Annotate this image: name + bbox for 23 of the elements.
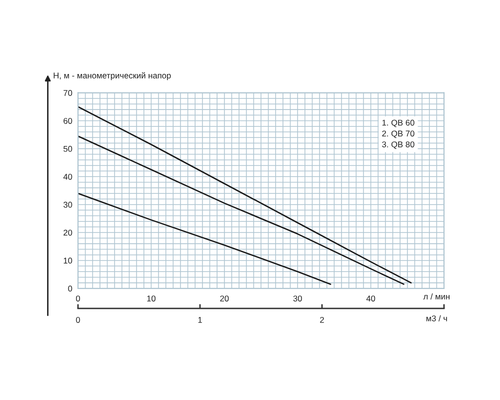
y-tick-label: 50	[64, 146, 72, 152]
line-series	[78, 192, 332, 285]
annotation: 2. QB 70	[382, 130, 414, 138]
x-tick-label: 40	[366, 296, 376, 302]
y-tick-label: 40	[63, 174, 72, 180]
y-tick-label: 60	[64, 118, 72, 124]
x-tick-label: 20	[220, 296, 229, 302]
y-tick-label: 0	[68, 286, 72, 292]
x-axis-title: л / мин	[423, 293, 450, 300]
annotation: 1. QB 60	[382, 120, 414, 128]
x2-axis-title: м3 / ч	[426, 315, 447, 322]
y-tick-label: 70	[64, 90, 72, 96]
x2-tick-label: 0	[76, 316, 80, 323]
x-tick-label: 10	[147, 296, 156, 302]
x2-tick-label: 2	[320, 316, 324, 323]
annotation: 3. QB 80	[382, 141, 414, 149]
y-tick-label: 30	[63, 202, 72, 208]
x2-tick-label: 1	[198, 317, 202, 323]
x-tick-label: 30	[293, 296, 302, 302]
y-tick-label: 20	[64, 230, 72, 236]
x-tick-label: 0	[76, 296, 80, 302]
y-axis-title: H, м - манометрический напор	[54, 72, 171, 80]
y-tick-label: 10	[64, 258, 72, 264]
